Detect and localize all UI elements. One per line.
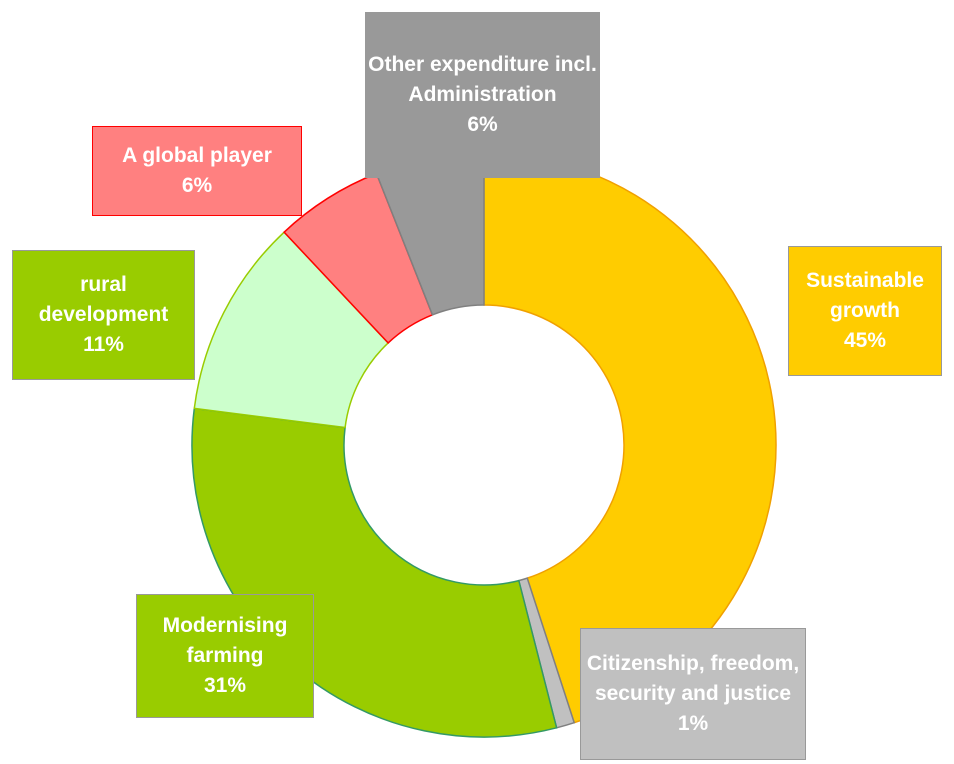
slice-name: Sustainable growth bbox=[806, 269, 924, 322]
slice-label: A global player 6% bbox=[92, 126, 302, 216]
slice-name: Modernising farming bbox=[162, 614, 288, 667]
slice-percent: 6% bbox=[181, 174, 213, 197]
slice-percent: 11% bbox=[83, 333, 124, 356]
slice-percent: 31% bbox=[203, 674, 247, 697]
slice-name: rural development bbox=[38, 273, 169, 326]
slice-label: rural development 11% bbox=[12, 250, 195, 380]
slice-name: Other expenditure incl. Administration bbox=[368, 53, 597, 106]
slice-label: Other expenditure incl. Administration 6% bbox=[365, 12, 600, 178]
donut-slice bbox=[193, 231, 390, 429]
slice-percent: 1% bbox=[677, 712, 709, 735]
slice-percent: 6% bbox=[467, 113, 498, 136]
slice-name: A global player bbox=[122, 144, 272, 167]
slice-label: Sustainable growth 45% bbox=[788, 246, 942, 376]
slice-label: Modernising farming 31% bbox=[136, 594, 314, 718]
slice-percent: 45% bbox=[843, 329, 887, 352]
slice-name: Citizenship, freedom, security and justi… bbox=[586, 652, 800, 705]
slice-label: Citizenship, freedom, security and justi… bbox=[580, 628, 806, 760]
